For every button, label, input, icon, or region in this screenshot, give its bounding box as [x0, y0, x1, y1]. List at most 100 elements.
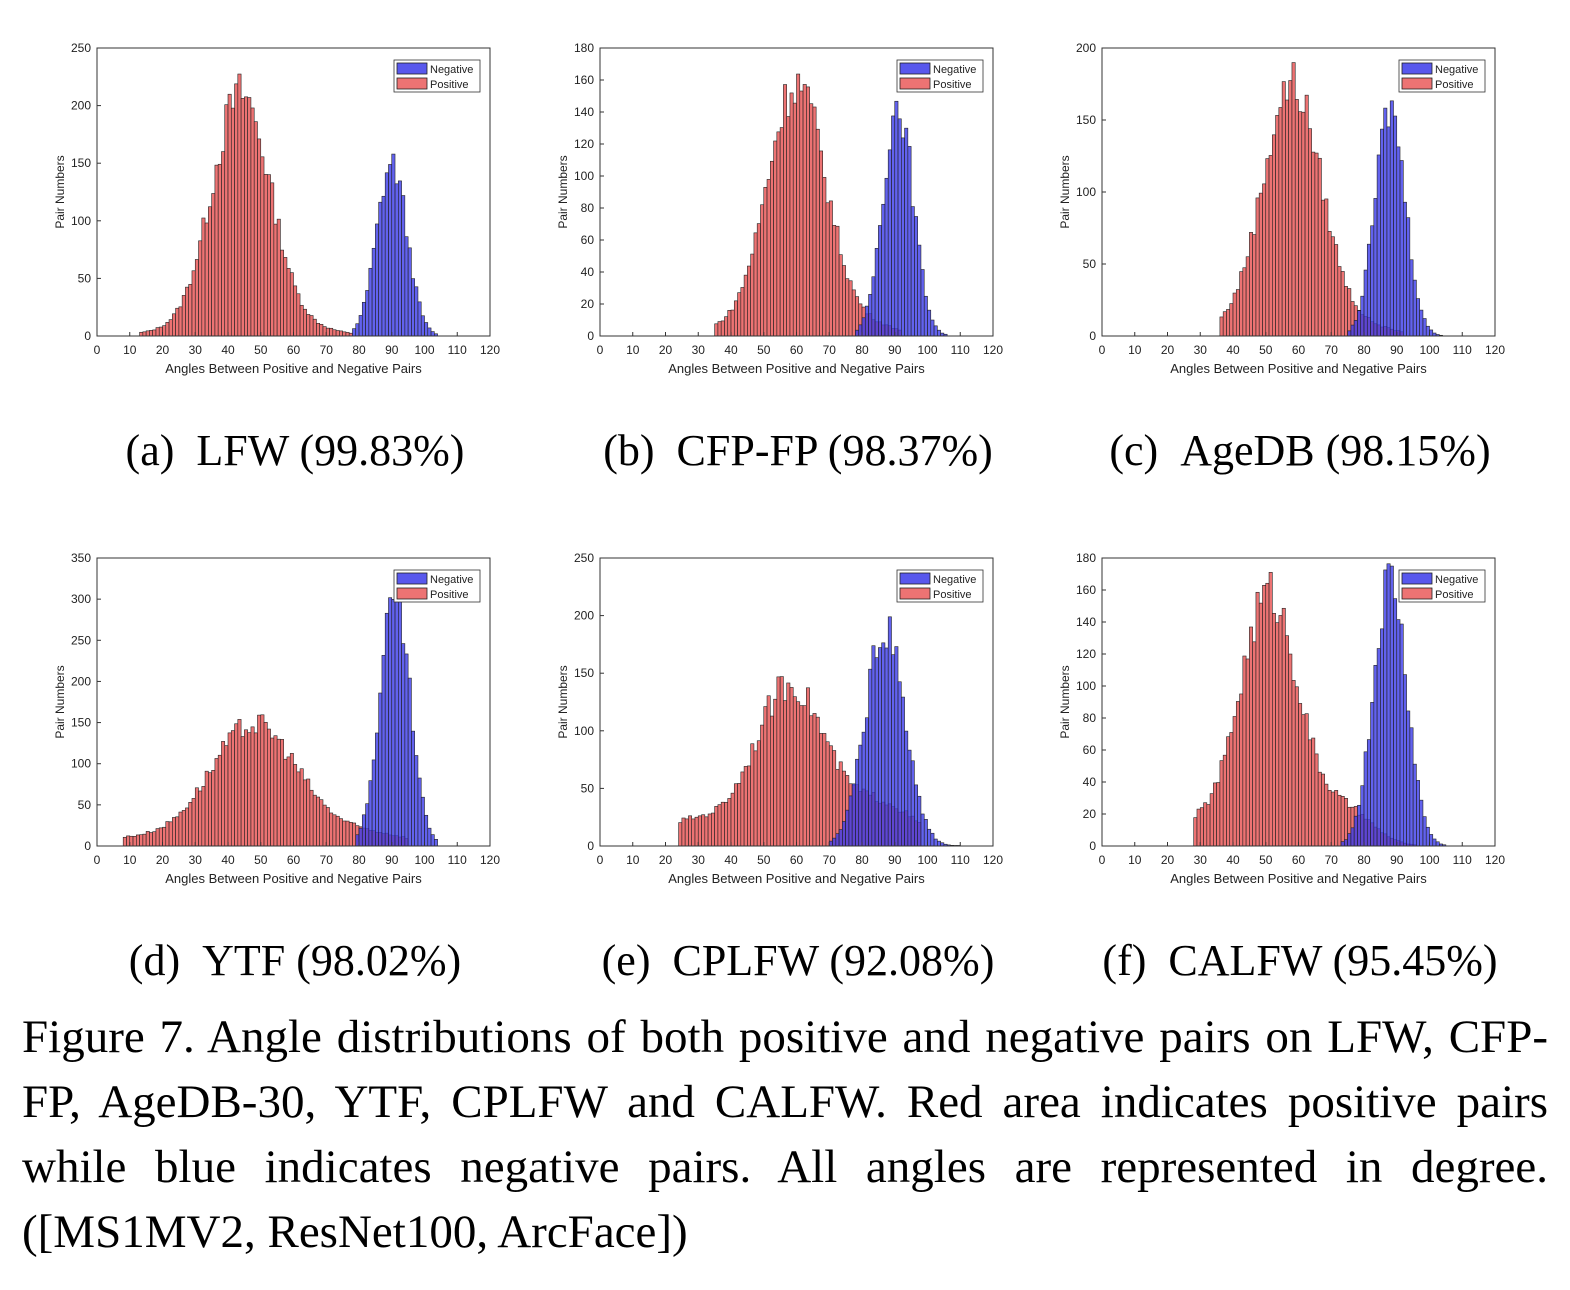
x-tick-label: 50: [757, 853, 771, 867]
positive-bar: [224, 104, 229, 337]
positive-bar: [1229, 303, 1234, 337]
positive-bar: [796, 701, 801, 847]
x-tick-label: 50: [1259, 853, 1273, 867]
y-tick-label: 80: [1083, 711, 1097, 725]
x-tick-label: 50: [757, 343, 771, 357]
positive-bar: [1327, 231, 1332, 337]
x-tick-label: 100: [917, 853, 937, 867]
positive-bar: [707, 813, 712, 847]
positive-bar: [178, 306, 183, 337]
legend: Negative Positive: [393, 569, 481, 603]
negative-bar: [407, 247, 412, 337]
positive-bar: [276, 218, 281, 337]
negative-bar: [381, 655, 386, 847]
positive-bar: [240, 736, 245, 847]
x-tick-label: 10: [626, 853, 640, 867]
positive-bar: [743, 766, 748, 847]
x-tick-label: 90: [888, 343, 902, 357]
x-tick-label: 90: [385, 343, 399, 357]
negative-bar: [1399, 160, 1404, 337]
positive-bar: [165, 821, 170, 847]
subcaption-tag: (b): [603, 426, 655, 475]
positive-bar: [198, 240, 203, 337]
negative-bar: [1402, 674, 1407, 847]
positive-bar: [743, 274, 748, 337]
positive-bar: [733, 783, 738, 847]
positive-bar: [1232, 292, 1237, 337]
positive-bar: [1196, 808, 1201, 847]
negative-bar: [923, 295, 928, 337]
negative-bar: [1422, 318, 1427, 337]
legend: Negative Positive: [896, 59, 984, 93]
positive-bar: [809, 103, 814, 337]
negative-bar: [1402, 201, 1407, 337]
negative-bar: [874, 657, 879, 847]
positive-bar: [1199, 807, 1204, 847]
positive-bar: [312, 794, 317, 847]
y-tick-label: 140: [1076, 615, 1096, 629]
legend-swatch: [1401, 62, 1433, 75]
negative-bar: [1373, 665, 1378, 847]
positive-bar: [766, 179, 771, 337]
positive-bar: [1281, 81, 1286, 337]
positive-bar: [155, 327, 160, 337]
x-tick-label: 120: [480, 853, 500, 867]
positive-bar: [756, 740, 761, 847]
negative-bar: [1366, 739, 1371, 847]
positive-bar: [1281, 607, 1286, 847]
subcaption-tag: (c): [1109, 426, 1159, 475]
negative-bar: [933, 838, 938, 847]
negative-bar: [917, 244, 922, 337]
negative-bar: [1380, 628, 1384, 847]
negative-bar: [1380, 128, 1384, 337]
positive-bar: [335, 815, 340, 847]
positive-bar: [293, 764, 298, 847]
positive-bar: [191, 798, 196, 847]
y-tick-label: 100: [71, 214, 91, 228]
positive-bar: [1216, 782, 1221, 847]
x-tick-label: 10: [1128, 853, 1142, 867]
positive-bar: [819, 733, 823, 847]
positive-bar: [684, 818, 689, 847]
positive-bar: [230, 730, 235, 847]
legend-swatch: [396, 77, 428, 90]
negative-bar: [420, 796, 425, 847]
positive-bar: [289, 272, 294, 337]
positive-bar: [283, 257, 288, 337]
positive-bar: [270, 182, 275, 337]
negative-bar: [855, 758, 860, 847]
positive-bar: [1219, 760, 1224, 847]
positive-bar: [1301, 714, 1306, 847]
positive-bar: [227, 732, 232, 847]
positive-bar: [1288, 80, 1293, 337]
positive-bar: [1321, 773, 1325, 847]
y-tick-label: 200: [71, 99, 91, 113]
positive-bar: [1327, 790, 1332, 847]
negative-bar: [1360, 295, 1365, 337]
negative-bar: [1393, 598, 1398, 847]
negative-bar: [1419, 309, 1424, 337]
y-tick-label: 100: [71, 757, 91, 771]
x-tick-label: 80: [352, 853, 366, 867]
positive-bar: [152, 329, 157, 337]
negative-bar: [887, 149, 892, 337]
x-tick-label: 100: [414, 343, 434, 357]
positive-bar: [1278, 107, 1283, 337]
negative-bar: [907, 146, 912, 337]
negative-bar: [1383, 107, 1388, 337]
negative-bar: [914, 784, 918, 847]
y-axis-label: Pair Numbers: [556, 665, 570, 738]
negative-bar: [835, 833, 840, 847]
negative-bar: [891, 115, 896, 337]
positive-bar: [701, 814, 706, 847]
y-tick-label: 350: [71, 551, 91, 565]
y-tick-label: 60: [1083, 743, 1097, 757]
positive-bar: [1222, 754, 1227, 847]
positive-bar: [168, 821, 173, 847]
x-tick-label: 90: [1390, 343, 1404, 357]
x-tick-label: 10: [123, 343, 137, 357]
y-tick-label: 50: [581, 781, 595, 795]
legend: Negative Positive: [896, 569, 984, 603]
x-tick-label: 100: [1419, 343, 1439, 357]
negative-bar: [1406, 710, 1411, 847]
